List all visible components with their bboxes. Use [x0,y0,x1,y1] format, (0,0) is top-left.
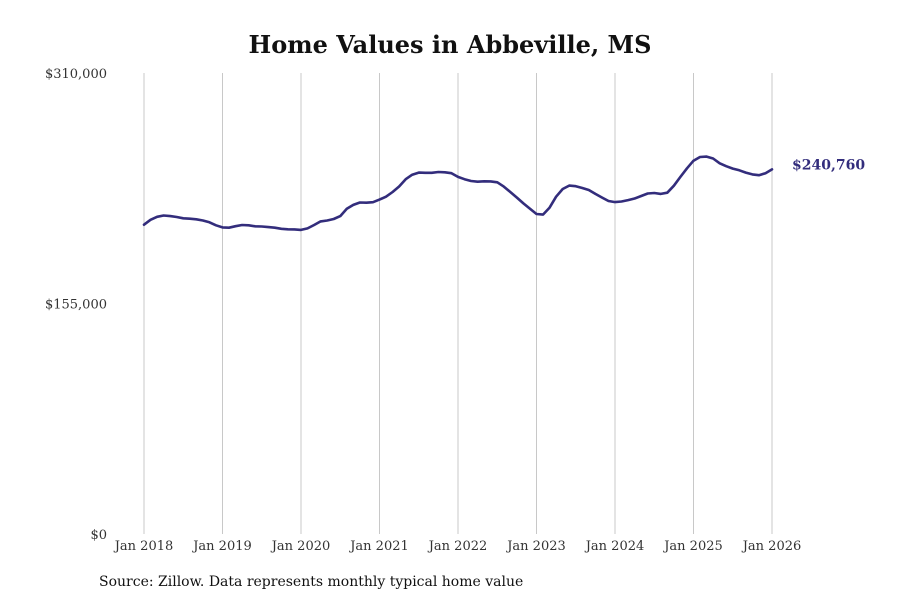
y-tick-label: $310,000 [45,67,107,82]
y-tick-label: $155,000 [45,298,107,313]
latest-value-label: $240,760 [792,157,865,173]
x-tick-label: Jan 2026 [741,539,802,554]
vertical-gridlines [143,73,773,534]
x-tick-label: Jan 2018 [113,539,174,554]
x-tick-label: Jan 2020 [270,539,331,554]
source-note: Source: Zillow. Data represents monthly … [99,574,524,590]
x-tick-label: Jan 2025 [662,539,723,554]
y-axis-ticks: $0 $155,000 $310,000 [45,67,107,543]
y-tick-label: $0 [90,528,107,543]
x-tick-label: Jan 2023 [505,539,566,554]
home-value-line [142,155,774,232]
x-tick-label: Jan 2022 [427,539,488,554]
x-tick-label: Jan 2019 [191,539,252,554]
x-tick-label: Jan 2024 [584,539,645,554]
chart-title: Home Values in Abbeville, MS [248,30,652,59]
x-tick-label: Jan 2021 [348,539,409,554]
x-axis-ticks: Jan 2018 Jan 2019 Jan 2020 Jan 2021 Jan 2022… [113,539,802,554]
